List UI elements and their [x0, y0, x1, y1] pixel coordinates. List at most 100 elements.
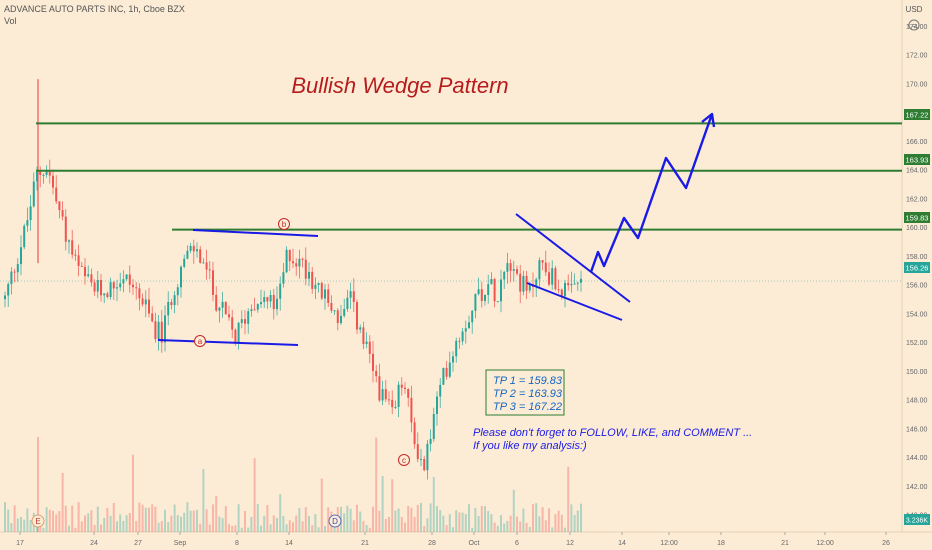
candle-body — [484, 295, 486, 301]
volume-bar — [381, 476, 384, 532]
earnings-marker[interactable]: E — [31, 514, 45, 528]
volume-bar — [519, 521, 522, 532]
wave-label-b: b — [278, 218, 290, 230]
volume-bar — [308, 515, 310, 532]
time-axis-ticks: 17 24 27 Sep 8 14 21 28 Oct 6 12 14 12:00 18 21 12:00 26 — [16, 532, 890, 547]
candle-body — [487, 284, 490, 295]
candle-body — [448, 362, 451, 377]
volume-bar — [128, 513, 131, 532]
volume-bar — [416, 504, 419, 532]
candle-body — [372, 353, 374, 371]
candle-body — [381, 389, 384, 401]
candle-body — [535, 279, 538, 287]
volume-bar — [215, 495, 218, 532]
candle-body — [125, 274, 128, 280]
candle-body — [288, 249, 291, 262]
dividend-marker[interactable]: D — [328, 514, 342, 528]
volume-bar — [288, 520, 291, 532]
candle-body — [42, 174, 45, 176]
volume-bar — [119, 514, 122, 532]
candle-body — [490, 279, 493, 285]
candle-body — [317, 282, 320, 285]
volume-bar — [448, 514, 451, 532]
candle-body — [160, 321, 163, 343]
last-price-tag-text: 156.26 — [906, 264, 929, 273]
candle-body — [285, 249, 288, 273]
candle-body — [16, 264, 19, 273]
candle-body — [400, 384, 403, 388]
candle-body — [496, 301, 499, 303]
volume-bar — [570, 504, 573, 532]
candle-body — [256, 304, 259, 310]
scale-toggle-icon[interactable]: = — [908, 19, 920, 31]
candle-body — [103, 293, 106, 296]
price-tick-label: 170.00 — [906, 81, 928, 88]
candle-body — [301, 258, 304, 260]
volume-bar — [247, 527, 250, 532]
candle-body — [23, 225, 26, 248]
target-1-text: TP 1 = 159.83 — [493, 375, 563, 387]
candle-body — [573, 283, 576, 285]
volume-bar — [144, 507, 147, 532]
price-tick-label: 172.00 — [906, 53, 928, 60]
volume-bar — [183, 512, 186, 532]
volume-bar — [112, 503, 115, 532]
candle-body — [416, 444, 419, 460]
candle-body — [548, 272, 550, 285]
candle-body — [186, 250, 189, 259]
candle-body — [237, 322, 240, 344]
candle-body — [368, 341, 371, 354]
candle-body — [253, 309, 256, 311]
candle-body — [503, 271, 506, 280]
volume-bar — [55, 514, 58, 532]
volume-bar — [4, 502, 6, 532]
volume-bar — [324, 526, 326, 532]
volume-bar — [26, 508, 29, 532]
volume-bar — [52, 510, 54, 532]
time-tick-label: 12:00 — [816, 540, 834, 547]
candle-body — [432, 414, 435, 439]
volume-bar — [388, 516, 390, 532]
candle-body — [7, 284, 10, 296]
volume-bar — [71, 505, 74, 532]
candle-body — [231, 317, 234, 330]
volume-bar — [458, 512, 461, 532]
candle-body — [52, 175, 54, 188]
candle-body — [346, 297, 349, 309]
price-tick-label: 164.00 — [906, 168, 928, 175]
volume-bar — [496, 525, 499, 532]
targets-box: TP 1 = 159.83 TP 2 = 163.93 TP 3 = 167.2… — [485, 369, 565, 416]
volume-bar — [480, 506, 483, 532]
candle-body — [464, 328, 467, 332]
candle-body — [468, 322, 470, 329]
candle-body — [116, 287, 118, 289]
volume-bar — [487, 511, 490, 532]
candle-body — [58, 201, 61, 211]
candle-body — [218, 307, 221, 311]
candle-body — [324, 289, 326, 299]
candle-body — [314, 284, 317, 289]
candle-body — [90, 274, 93, 283]
price-tick-label: 146.00 — [906, 427, 928, 434]
wedge-upper-line — [515, 213, 631, 303]
candle-body — [55, 187, 58, 202]
wave-label-c-text: c — [402, 456, 406, 465]
candle-body — [135, 287, 138, 289]
volume-bar — [343, 513, 346, 532]
volume-bar — [154, 506, 157, 532]
candle-body — [375, 370, 378, 377]
price-tick-label: 150.00 — [906, 369, 928, 376]
volume-bar — [452, 527, 454, 532]
volume-bar — [455, 510, 458, 532]
candle-body — [423, 458, 426, 471]
candle-body — [36, 171, 38, 182]
time-tick-label: 17 — [16, 540, 24, 547]
target-2-text: TP 2 = 163.93 — [493, 388, 563, 400]
volume-bar — [538, 516, 541, 532]
candle-body — [93, 282, 96, 292]
volume-bar — [314, 514, 317, 532]
candle-body — [519, 273, 522, 292]
volume-bar — [372, 506, 374, 532]
wave-label-c: c — [398, 454, 410, 466]
